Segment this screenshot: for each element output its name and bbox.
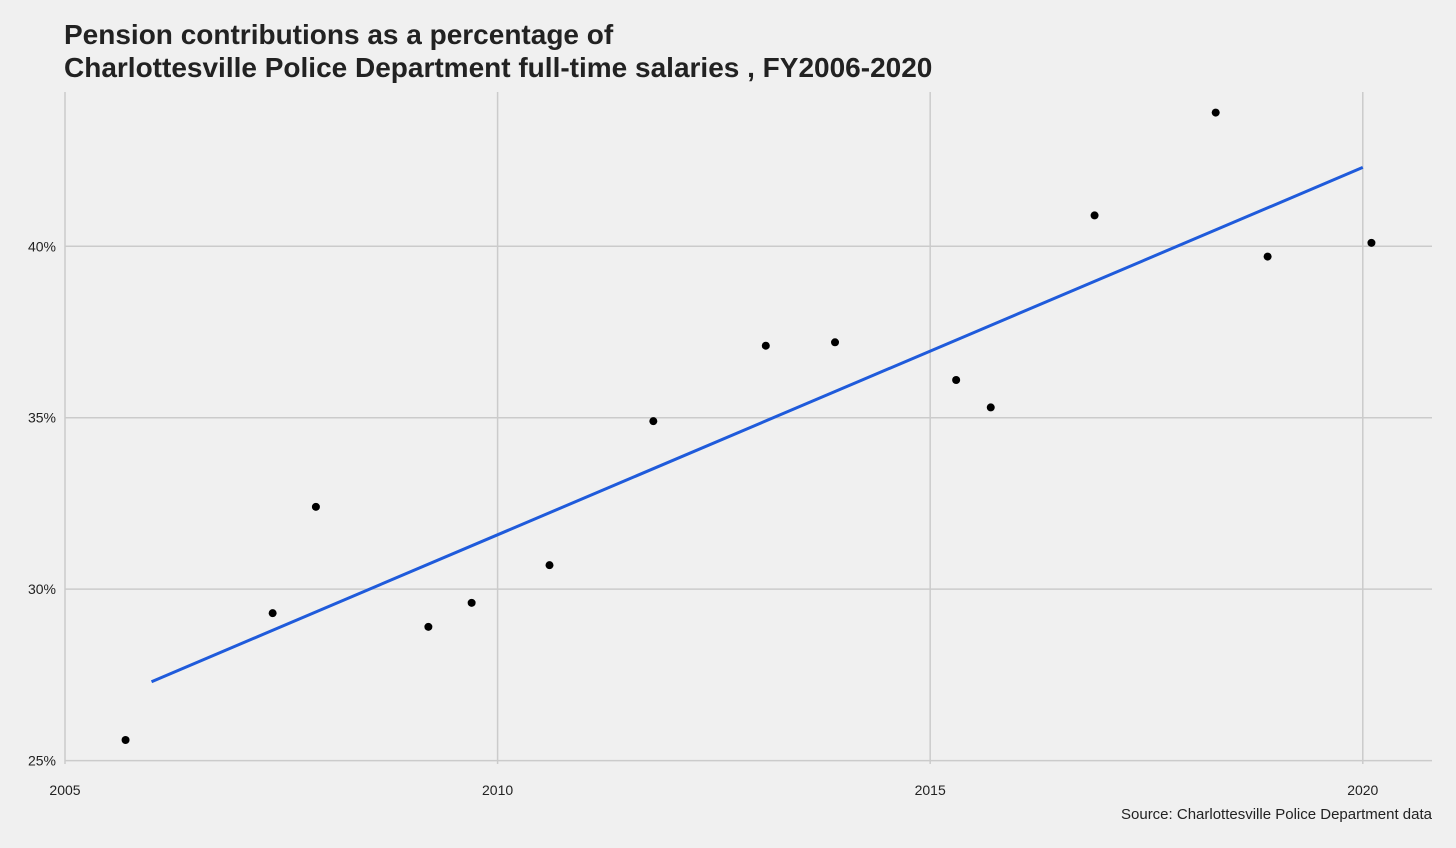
y-tick-label-30: 30%: [28, 581, 56, 597]
data-point-10: [952, 376, 961, 384]
axis-tick-labels: 2005 2010 2015 2020 25% 30% 35% 40%: [28, 238, 1379, 798]
x-tick-label-2010: 2010: [482, 782, 513, 798]
x-tick-label-2015: 2015: [915, 782, 946, 798]
data-point-13: [1211, 108, 1220, 117]
data-point-11: [986, 403, 995, 412]
data-point-5: [467, 598, 476, 607]
data-point-3: [311, 502, 320, 511]
data-point-2: [268, 609, 277, 618]
y-tick-label-35: 35%: [28, 410, 56, 426]
data-point-9: [831, 338, 840, 347]
trend-line: [150, 166, 1364, 684]
chart-title: Pension contributions as a percentage of…: [64, 18, 932, 84]
trend-line-layer: [150, 166, 1364, 684]
x-tick-label-2020: 2020: [1347, 782, 1378, 798]
chart-title-line-2: Charlottesville Police Department full-t…: [64, 52, 933, 83]
source-caption: Source: Charlottesville Police Departmen…: [1121, 806, 1432, 823]
data-point-1: [121, 736, 130, 744]
data-point-12: [1090, 211, 1099, 220]
data-point-14: [1263, 252, 1272, 261]
x-tick-label-2005: 2005: [49, 782, 80, 798]
y-tick-label-40: 40%: [28, 238, 56, 254]
data-point-7: [649, 417, 658, 426]
data-point-6: [545, 561, 554, 570]
data-point-4: [424, 622, 433, 631]
gridlines: [64, 92, 1432, 764]
data-point-8: [761, 341, 770, 350]
chart-title-line-1: Pension contributions as a percentage of: [64, 19, 614, 50]
data-point-15: [1367, 238, 1376, 247]
y-tick-label-25: 25%: [28, 753, 56, 769]
data-points: [121, 108, 1376, 744]
